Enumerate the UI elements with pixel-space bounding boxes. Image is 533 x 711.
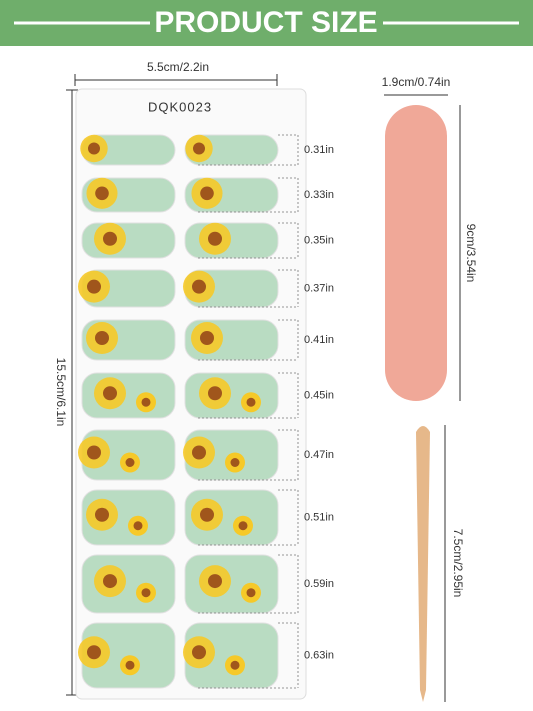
- sunflower-center: [103, 386, 117, 401]
- header-title: PRODUCT SIZE: [154, 6, 377, 39]
- nail-size-label: 0.45in: [304, 389, 334, 401]
- sunflower-center: [230, 458, 240, 467]
- sunflower-center: [141, 397, 151, 407]
- stick-length-label: 7.5cm/2.95in: [451, 529, 465, 598]
- size-guide: [198, 372, 299, 419]
- sheet-height-label: 15.5cm/6.1in: [54, 358, 68, 427]
- nail-size-label: 0.33in: [304, 189, 334, 201]
- size-guide: [198, 134, 299, 166]
- nail-size-label: 0.31in: [304, 144, 334, 156]
- nail-size-label: 0.35in: [304, 234, 334, 246]
- sunflower-center: [103, 574, 117, 589]
- sunflower-center: [133, 521, 143, 531]
- size-guide: [198, 429, 299, 481]
- sunflower-center: [125, 458, 135, 467]
- nail-sticker: [184, 222, 279, 259]
- sunflower-center: [192, 279, 206, 294]
- size-guide: [198, 319, 299, 361]
- sunflower-center: [200, 331, 214, 345]
- size-guide: [198, 489, 299, 546]
- sunflower-center: [95, 331, 109, 345]
- nail-sticker: [184, 372, 279, 419]
- nail-rows: 0.31in 0.33in 0.35in 0.37in 0.41in 0.45in 0.47…: [78, 134, 334, 689]
- nail-sticker: [184, 554, 279, 614]
- file-height-label: 9cm/3.54in: [464, 224, 478, 283]
- sunflower-center: [200, 186, 214, 201]
- sunflower-center: [246, 397, 256, 407]
- sunflower-center: [95, 186, 109, 201]
- nail-size-label: 0.51in: [304, 511, 334, 523]
- sheet-width-label: 5.5cm/2.2in: [147, 60, 209, 74]
- sunflower-center: [192, 445, 206, 460]
- cuticle-stick: [416, 426, 430, 702]
- sunflower-center: [95, 507, 109, 522]
- size-guide: [198, 177, 299, 213]
- size-guide: [198, 554, 299, 614]
- nail-size-label: 0.47in: [304, 449, 334, 461]
- size-guide: [198, 622, 299, 689]
- sunflower-center: [87, 279, 101, 294]
- sunflower-center: [125, 660, 135, 670]
- sunflower-center: [87, 645, 101, 660]
- file-width-label: 1.9cm/0.74in: [382, 75, 451, 89]
- sunflower-center: [230, 660, 240, 670]
- nail-file: [385, 105, 447, 401]
- sunflower-center: [141, 588, 151, 598]
- sunflower-center: [208, 574, 222, 589]
- sunflower-center: [193, 142, 205, 155]
- sunflower-center: [246, 588, 256, 598]
- size-guide: [198, 222, 299, 259]
- sunflower-center: [238, 521, 248, 531]
- sunflower-center: [88, 142, 100, 155]
- sunflower-center: [208, 386, 222, 401]
- sunflower-center: [87, 445, 101, 460]
- sunflower-center: [192, 645, 206, 660]
- sunflower-center: [200, 507, 214, 522]
- sunflower-center: [208, 231, 222, 246]
- nail-size-label: 0.37in: [304, 282, 334, 294]
- nail-size-label: 0.63in: [304, 649, 334, 661]
- sunflower-center: [103, 231, 117, 246]
- sheet-code: DQK0023: [148, 99, 212, 114]
- nail-size-label: 0.59in: [304, 578, 334, 590]
- nail-size-label: 0.41in: [304, 334, 334, 346]
- size-guide: [198, 269, 299, 308]
